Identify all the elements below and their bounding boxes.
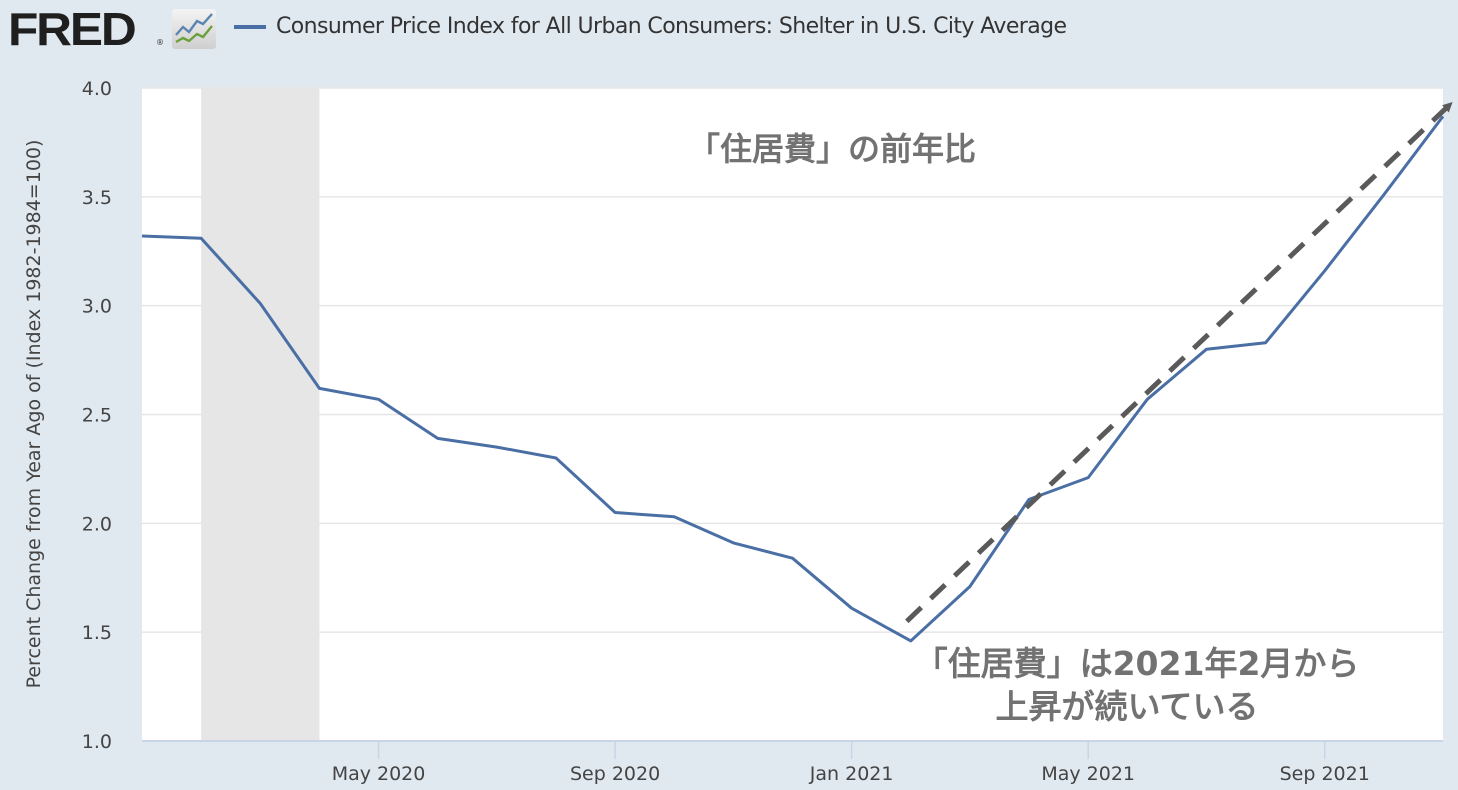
data-point[interactable] xyxy=(727,537,739,549)
data-point[interactable] xyxy=(254,297,266,309)
data-point[interactable] xyxy=(373,393,385,405)
data-point[interactable] xyxy=(964,580,976,592)
y-tick-label: 1.5 xyxy=(82,622,112,644)
annotation-rise-label-line1: 「住居費」は2021年2月から xyxy=(915,644,1360,683)
y-tick-label: 3.0 xyxy=(82,296,112,318)
x-tick-label: May 2020 xyxy=(332,763,426,785)
x-tick-label: Sep 2020 xyxy=(570,763,660,785)
data-point[interactable] xyxy=(136,230,148,242)
chart-header: FRED ® Consumer Price Index for All Urba… xyxy=(0,0,1458,60)
y-tick-label: 2.0 xyxy=(82,513,112,535)
data-point[interactable] xyxy=(787,552,799,564)
x-axis-ticks: May 2020 Sep 2020 Jan 2021 May 2021 Sep 2021 xyxy=(332,741,1370,785)
y-tick-label: 4.0 xyxy=(82,78,112,100)
y-tick-label: 1.0 xyxy=(82,731,112,753)
y-axis-label: Percent Change from Year Ago of (Index 1… xyxy=(23,140,45,689)
annotation-yoy-label: 「住居費」の前年比 xyxy=(688,130,976,168)
registered-mark: ® xyxy=(156,38,164,47)
data-point[interactable] xyxy=(1260,337,1272,349)
data-point[interactable] xyxy=(1319,265,1331,277)
chart-legend: Consumer Price Index for All Urban Consu… xyxy=(234,14,1067,39)
x-tick-label: Sep 2021 xyxy=(1280,763,1370,785)
x-tick-label: May 2021 xyxy=(1041,763,1135,785)
data-point[interactable] xyxy=(668,511,680,523)
trend-arrow xyxy=(905,101,1453,624)
y-axis-ticks: 4.0 3.5 3.0 2.5 2.0 1.5 1.0 xyxy=(82,78,112,753)
data-point[interactable] xyxy=(609,506,621,518)
y-tick-label: 3.5 xyxy=(82,187,112,209)
data-point[interactable] xyxy=(1200,343,1212,355)
data-point[interactable] xyxy=(491,441,503,453)
data-point[interactable] xyxy=(1082,472,1094,484)
data-point[interactable] xyxy=(846,602,858,614)
annotation-rise-label-line2: 上昇が続いている xyxy=(995,687,1258,726)
y-tick-label: 2.5 xyxy=(82,405,112,427)
line-chart-icon xyxy=(172,9,216,49)
gridlines xyxy=(142,87,1443,633)
data-point[interactable] xyxy=(1378,189,1390,201)
x-tick-label: Jan 2021 xyxy=(809,763,894,785)
series-line[interactable] xyxy=(141,115,1445,643)
data-point[interactable] xyxy=(432,432,444,444)
legend-swatch xyxy=(234,24,266,29)
legend-label: Consumer Price Index for All Urban Consu… xyxy=(276,14,1067,39)
data-point[interactable] xyxy=(550,452,562,464)
data-point[interactable] xyxy=(313,382,325,394)
data-point[interactable] xyxy=(195,232,207,244)
fred-logo[interactable]: FRED xyxy=(8,3,137,55)
